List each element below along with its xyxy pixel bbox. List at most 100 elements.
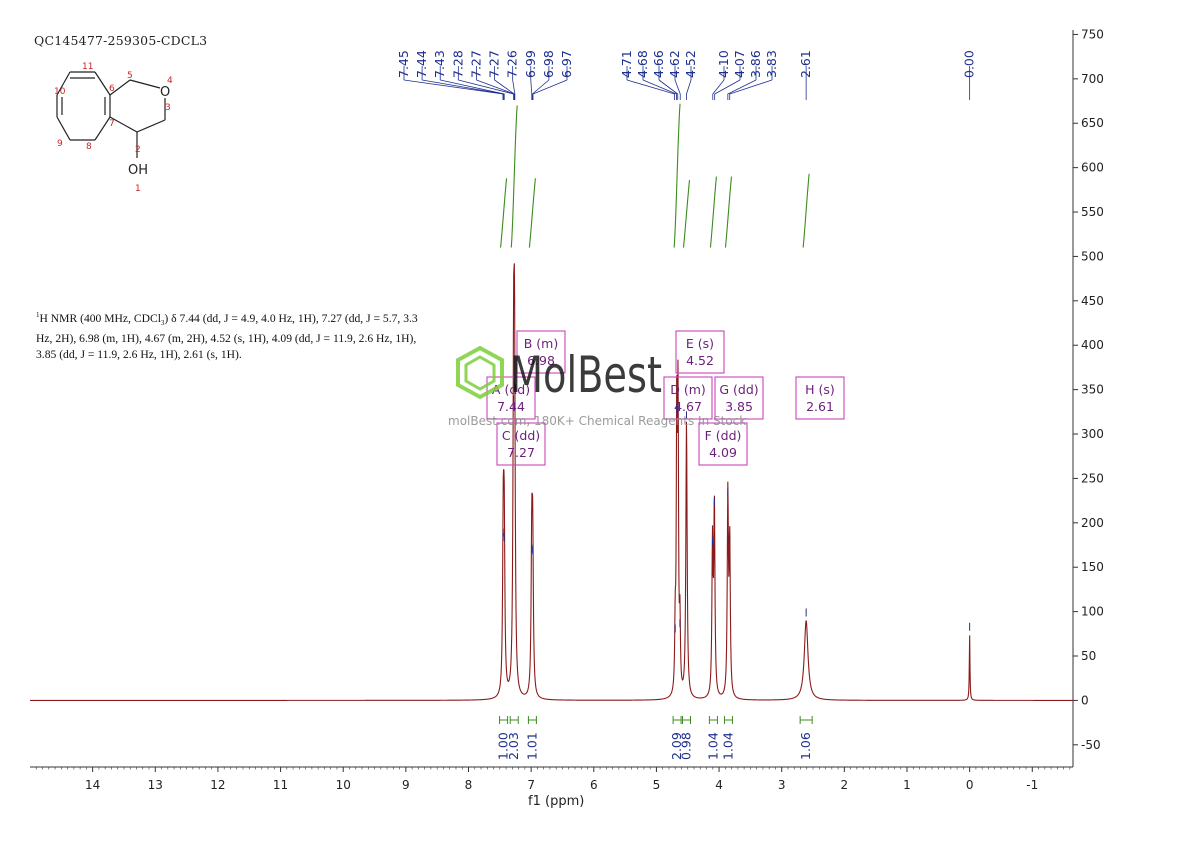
nmr-description: 1H NMR (400 MHz, CDCl3) δ 7.44 (dd, J = …: [36, 307, 506, 363]
multiplet-shift: 7.44: [497, 399, 525, 414]
peak-label-group-3-9: 4.10 4.07 3.86 3.83: [712, 50, 779, 100]
x-tick-label: 7: [527, 778, 535, 792]
peak-label: 6.98: [541, 50, 556, 78]
peak-label: 7.45: [396, 50, 411, 78]
y-tick-label: 700: [1081, 72, 1104, 86]
peak-label: 7.27: [487, 50, 502, 78]
multiplet-label: E (s): [686, 336, 714, 351]
x-tick-label: 1: [903, 778, 911, 792]
multiplet-box: F (dd) 4.09: [698, 422, 748, 466]
peak-label: 7.26: [505, 50, 520, 78]
x-tick-label: 8: [465, 778, 473, 792]
peak-label: 4.71: [619, 50, 634, 78]
integration-value: 1.04: [705, 732, 720, 760]
peak-label: 2.61: [798, 50, 813, 78]
peak-label-leader: [686, 66, 692, 100]
multiplet-box-frame: [516, 330, 566, 374]
peak-label-leader: [727, 66, 757, 100]
multiplet-shift: 2.61: [806, 399, 834, 414]
integration-value: 2.03: [506, 732, 521, 760]
y-tick-label: 300: [1081, 427, 1104, 441]
integration-bar: [509, 716, 519, 724]
x-tick-label: 5: [653, 778, 661, 792]
peak-label: 6.97: [559, 50, 574, 78]
atom-number: 7: [109, 119, 115, 129]
multiplet-box-frame: [486, 376, 536, 420]
peak-label-leader: [658, 66, 679, 100]
integration-value: 0.98: [678, 732, 693, 760]
multiplet-label: G (dd): [719, 382, 758, 397]
multiplet-box: G (dd) 3.85: [714, 376, 764, 420]
peak-label: 3.83: [764, 50, 779, 78]
peak-label: 6.99: [523, 50, 538, 78]
peak-label-leader: [674, 66, 681, 100]
y-tick-label: 650: [1081, 116, 1104, 130]
y-tick-label: 0: [1081, 693, 1089, 707]
x-tick-label: 6: [590, 778, 598, 792]
x-tick-label: 13: [148, 778, 163, 792]
integration-value: 1.00: [496, 732, 511, 760]
y-tick-label: 200: [1081, 516, 1104, 530]
atom-number: 5: [127, 71, 133, 81]
multiplet-label: F (dd): [705, 428, 742, 443]
peak-label: 4.66: [651, 50, 666, 78]
peak-label: 4.07: [732, 50, 747, 78]
multiplet-box: C (dd) 7.27: [496, 422, 546, 466]
integration-bar: [723, 716, 733, 724]
peak-label-leader: [512, 66, 516, 100]
atom-number: 11: [82, 62, 93, 72]
y-tick-label: 450: [1081, 294, 1104, 308]
x-tick-label: 9: [402, 778, 410, 792]
y-tick-label: 50: [1081, 649, 1096, 663]
integral-curve: [709, 176, 717, 248]
hydroxyl-label: OH: [128, 163, 148, 178]
peak-label-leader: [531, 66, 550, 100]
y-tick-label: 600: [1081, 161, 1104, 175]
peak-label-leader: [642, 66, 677, 100]
peak-label-leader: [532, 66, 568, 100]
y-tick-label: 350: [1081, 383, 1104, 397]
x-tick-label: 0: [966, 778, 974, 792]
multiplet-shift: 4.52: [686, 353, 714, 368]
y-tick-label: 100: [1081, 605, 1104, 619]
peak-label-leader: [494, 66, 515, 100]
peak-label: 4.68: [635, 50, 650, 78]
peak-label-group-4-6: 4.71 4.68 4.66 4.62 4.52: [619, 50, 698, 100]
x-tick-label: 4: [715, 778, 723, 792]
peak-label-leader: [729, 66, 773, 100]
integration-value: 1.06: [798, 732, 813, 760]
oxygen-label: O: [160, 85, 170, 100]
integration-bar: [499, 716, 509, 724]
multiplet-label: H (s): [805, 382, 835, 397]
peak-label: 4.62: [667, 50, 682, 78]
integral-curve: [500, 178, 508, 248]
atom-number: 4: [167, 76, 173, 86]
multiplet-box-frame: [496, 422, 546, 466]
multiplet-box: E (s) 4.52: [675, 330, 725, 374]
multiplet-box-frame: [795, 376, 845, 420]
peak-label: 3.86: [748, 50, 763, 78]
integration-bar: [672, 716, 682, 724]
integration-bar: [527, 716, 537, 724]
x-tick-label: 11: [273, 778, 288, 792]
integral-curve: [724, 176, 733, 248]
multiplet-label: C (dd): [502, 428, 540, 443]
peak-label-0-00: 0.00: [962, 50, 977, 100]
peak-label-2-61: 2.61: [798, 50, 813, 100]
multiplet-shift: 4.67: [674, 399, 702, 414]
atom-number: 2: [135, 145, 141, 155]
multiplet-box: H (s) 2.61: [795, 376, 845, 420]
molecule-structure: O OH 1 2 3 4 5 6 7 8 9 10 11: [54, 62, 173, 194]
x-tick-label: 2: [841, 778, 849, 792]
x-axis-label: f1 (ppm): [528, 794, 584, 809]
y-tick-label: 150: [1081, 560, 1104, 574]
multiplet-box-frame: [675, 330, 725, 374]
sample-id: QC145477-259305-CDCL3: [34, 33, 208, 48]
integral-curve: [510, 105, 518, 248]
x-tick-label: -1: [1026, 778, 1038, 792]
atom-number: 8: [86, 142, 92, 152]
atom-number: 6: [109, 84, 115, 94]
peak-label-leader: [439, 66, 505, 100]
integral-curve: [673, 103, 681, 248]
